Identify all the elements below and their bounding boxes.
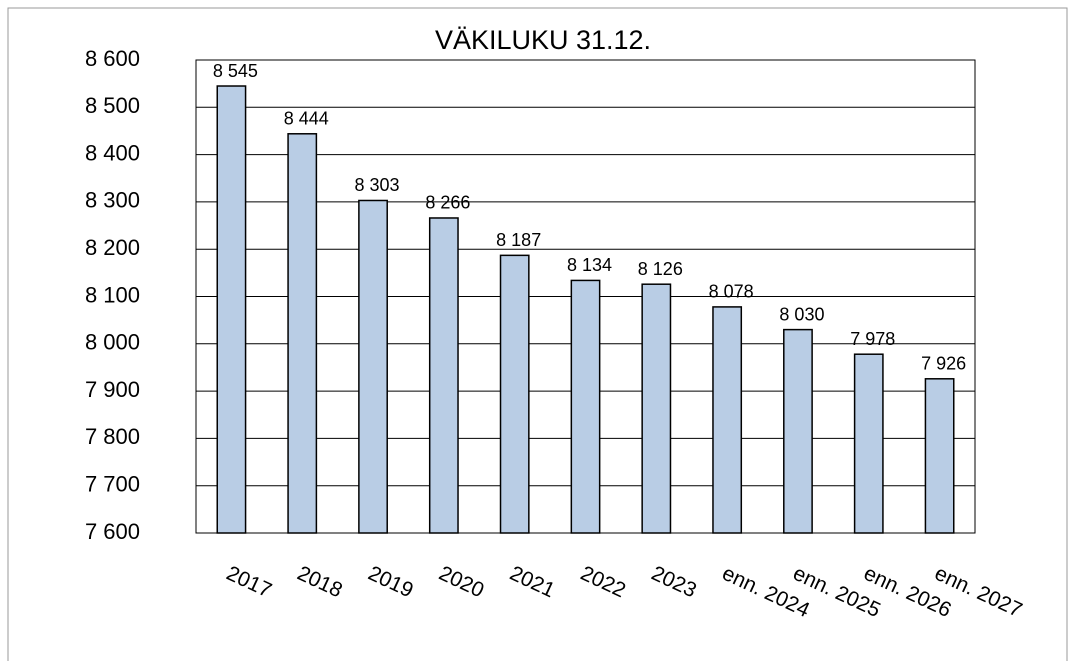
x-tick-label: 2018	[294, 562, 346, 603]
bar	[783, 328, 813, 534]
y-tick-label: 7 900	[85, 377, 140, 402]
y-tick-label: 8 200	[85, 235, 140, 260]
y-tick-label: 7 700	[85, 472, 140, 497]
x-tick-label: 2023	[648, 562, 700, 603]
chart-frame	[7, 7, 1068, 661]
bar	[216, 85, 247, 534]
data-label: 8 444	[284, 109, 329, 129]
bar	[287, 133, 318, 534]
x-tick-label: 2020	[435, 562, 487, 603]
bar	[712, 306, 743, 534]
bar	[358, 199, 388, 534]
y-tick-label: 8 500	[85, 93, 140, 118]
data-label: 8 078	[709, 282, 754, 302]
data-label: 8 126	[638, 259, 683, 279]
y-tick-label: 8 100	[85, 282, 140, 307]
bar	[853, 353, 884, 534]
y-tick-label: 8 600	[85, 46, 140, 71]
y-tick-label: 7 600	[85, 519, 140, 544]
y-tick-label: 7 800	[85, 424, 140, 449]
y-tick-label: 8 400	[85, 140, 140, 165]
data-label: 8 545	[213, 61, 258, 81]
x-tick-label: 2021	[506, 562, 558, 603]
chart-title: VÄKILUKU 31.12.	[435, 25, 651, 55]
data-label: 7 926	[921, 354, 966, 374]
bar	[499, 254, 530, 534]
x-tick-label: 2017	[223, 562, 275, 603]
data-label: 8 030	[779, 304, 824, 324]
data-label: 8 187	[496, 230, 541, 250]
data-label: 8 266	[425, 193, 470, 213]
bar	[428, 217, 459, 534]
y-tick-label: 8 300	[85, 188, 140, 213]
x-tick-label: 2022	[577, 562, 629, 603]
data-label: 8 134	[567, 255, 612, 275]
y-tick-label: 8 000	[85, 330, 140, 355]
bar	[924, 378, 955, 534]
x-tick-label: 2019	[365, 562, 417, 603]
bar	[641, 283, 672, 534]
data-label: 7 978	[850, 329, 895, 349]
data-label: 8 303	[355, 175, 400, 195]
bar	[570, 279, 601, 534]
